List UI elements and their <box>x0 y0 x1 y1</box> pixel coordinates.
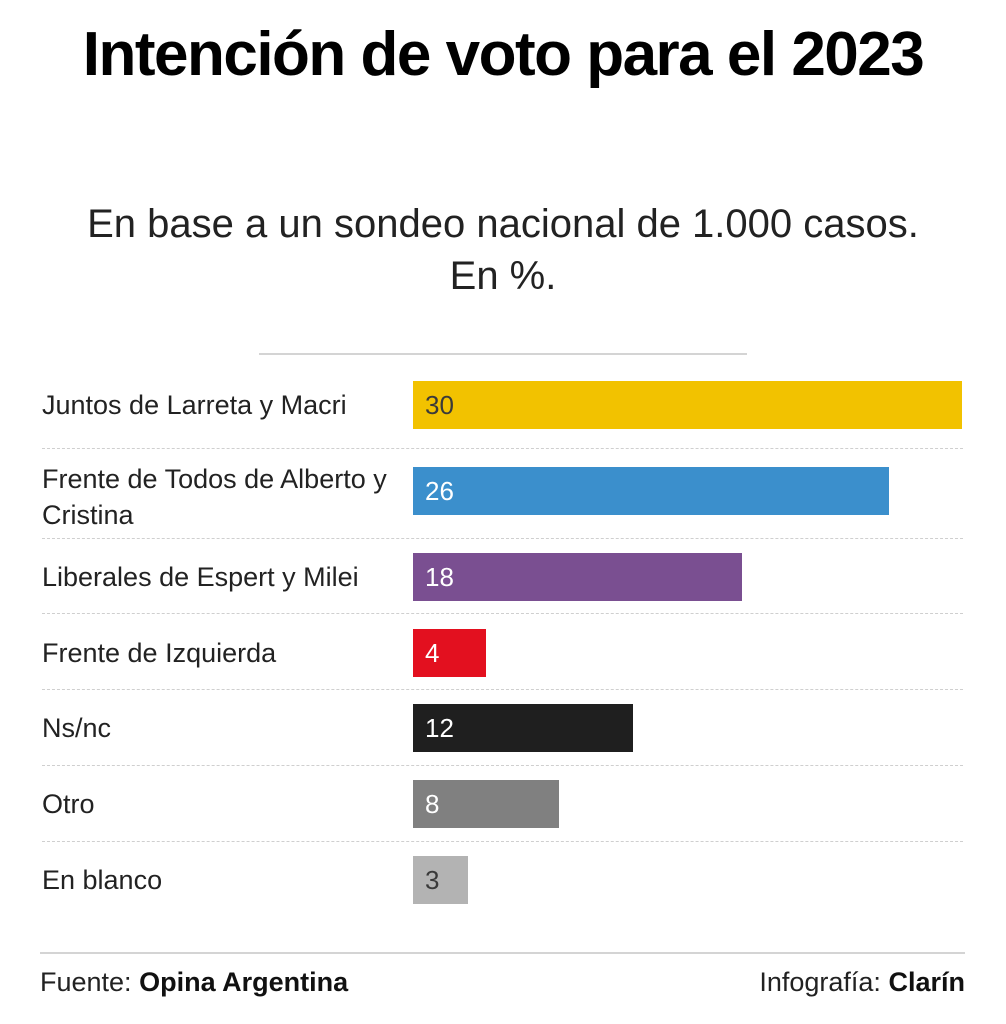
bar <box>413 629 486 677</box>
value-label: 12 <box>425 713 454 743</box>
row-separator <box>42 448 963 449</box>
value-label: 3 <box>425 865 440 895</box>
row-separator <box>42 538 963 539</box>
bar <box>413 467 889 515</box>
category-label: Frente de Todos de Alberto y Cristina <box>42 464 387 530</box>
category-label: Juntos de Larreta y Macri <box>42 390 347 420</box>
chart-title: Intención de voto para el 2023 <box>0 20 1006 90</box>
subtitle-line-2: En %. <box>449 254 557 298</box>
category-label: En blanco <box>42 865 163 895</box>
value-label: 8 <box>425 789 440 819</box>
row-separator <box>42 613 963 614</box>
bar <box>413 780 559 828</box>
chart-title-text: Intención de voto para el 2023 <box>82 20 925 89</box>
source-prefix: Fuente: <box>40 967 132 997</box>
footer: Fuente: Opina Argentina Infografía: Clar… <box>40 962 965 1002</box>
category-label: Ns/nc <box>42 713 112 743</box>
value-label: 18 <box>425 562 454 592</box>
chart-subtitle: En base a un sondeo nacional de 1.000 ca… <box>0 198 1006 302</box>
value-label: 4 <box>425 638 440 668</box>
source-name: Opina Argentina <box>139 967 349 997</box>
bar <box>413 856 468 904</box>
source-credit: Fuente: Opina Argentina <box>40 962 348 1002</box>
subtitle-line-1: En base a un sondeo nacional de 1.000 ca… <box>87 202 919 246</box>
value-label: 30 <box>425 390 454 420</box>
bar <box>413 553 742 601</box>
category-label: Otro <box>42 789 95 819</box>
bar <box>413 704 633 752</box>
row-separator <box>42 841 963 842</box>
category-label: Liberales de Espert y Milei <box>42 562 359 592</box>
value-label: 26 <box>425 476 454 506</box>
row-separator <box>42 765 963 766</box>
bottom-divider <box>40 952 965 954</box>
category-label: Frente de Izquierda <box>42 638 277 668</box>
top-divider <box>259 353 747 355</box>
credit-prefix: Infografía: <box>759 967 881 997</box>
credit-name: Clarín <box>888 967 965 997</box>
row-separator <box>42 689 963 690</box>
bar <box>413 381 962 429</box>
infographic-credit: Infografía: Clarín <box>759 962 965 1002</box>
